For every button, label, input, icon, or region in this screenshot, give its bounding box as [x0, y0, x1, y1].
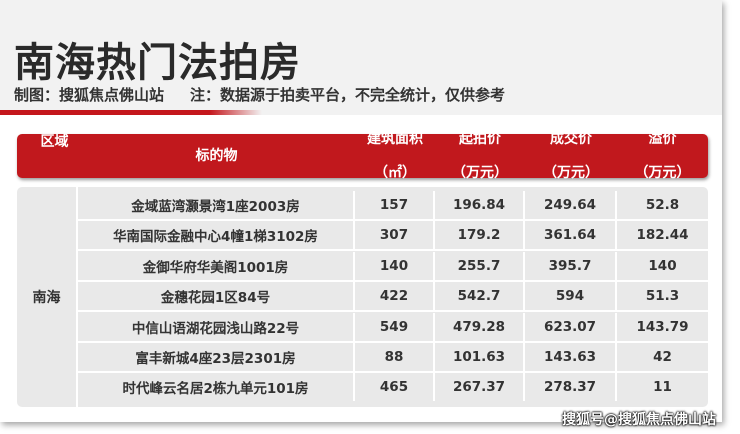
area-cell: 307	[355, 221, 435, 250]
deal-price-cell: 395.7	[525, 251, 617, 280]
premium-cell: 182.44	[636, 227, 689, 244]
header-area: 南海热门法拍房 制图：搜狐焦点佛山站 注：数据源于拍卖平台，不完全统计，仅供参考	[0, 0, 722, 115]
table-body: 南海 金域蓝湾灏景湾1座2003房 157 196.84 249.64 52.8 华南国际…	[17, 187, 708, 407]
premium-cell: 52.8	[645, 197, 680, 213]
area-cell: 88	[355, 343, 435, 371]
subtitle: 制图：搜狐焦点佛山站 注：数据源于拍卖平台，不完全统计，仅供参考	[14, 84, 531, 105]
table-row: 金御华府华美阁1001房 140 255.7 395.7 140	[78, 251, 708, 282]
header-label: 成交价	[550, 130, 592, 147]
table-row: 中信山语湖花园浅山路22号 549 479.28 623.07 143.79	[78, 312, 708, 343]
page-title: 南海热门法拍房	[14, 40, 301, 86]
header-label: 起拍价	[459, 130, 501, 147]
header-unit: （万元）	[543, 164, 599, 181]
start-price-cell: 255.7	[435, 251, 525, 280]
header-unit: （万元）	[634, 164, 691, 181]
table-header: 区域标的物 建筑面积 （㎡） 起拍价 （万元） 成交价 （万元） 溢价 （万元）	[17, 130, 708, 181]
table-row: 富丰新城4座23层2301房 88 101.63 143.63 42	[78, 343, 708, 373]
header-unit: （万元）	[452, 164, 508, 181]
header-label: 溢价	[648, 130, 677, 147]
area-cell: 422	[355, 282, 435, 311]
start-price-cell: 267.37	[435, 373, 525, 402]
column-header: 标的物	[78, 134, 355, 178]
column-header: 溢价 （万元）	[617, 130, 708, 181]
column-header: 建筑面积 （㎡）	[355, 130, 435, 181]
property-cell: 金穗花园1区84号	[78, 282, 355, 311]
credit: 制图：搜狐焦点佛山站	[14, 86, 165, 104]
infographic-card: 南海热门法拍房 制图：搜狐焦点佛山站 注：数据源于拍卖平台，不完全统计，仅供参考 …	[0, 0, 722, 407]
property-cell: 富丰新城4座23层2301房	[78, 343, 355, 371]
premium-cell: 51.3	[645, 288, 680, 305]
deal-price-cell: 143.63	[525, 343, 617, 371]
area-cell: 549	[355, 312, 435, 341]
property-cell: 金御华府华美阁1001房	[78, 251, 355, 280]
deal-price-cell: 249.64	[525, 191, 617, 219]
start-price-cell: 179.2	[435, 221, 525, 250]
property-cell: 华南国际金融中心4幢1梯3102房	[78, 221, 355, 250]
premium-cell: 140	[648, 257, 677, 274]
accent-divider	[0, 110, 262, 115]
header-label: 建筑面积	[367, 130, 423, 147]
region-cell: 南海	[17, 187, 78, 407]
table-row: 金穗花园1区84号 422 542.7 594 51.3	[78, 282, 708, 313]
start-price-cell: 542.7	[435, 282, 525, 311]
area-cell: 157	[355, 191, 435, 219]
deal-price-cell: 361.64	[525, 221, 617, 250]
premium-cell: 143.79	[636, 318, 689, 335]
premium-cell: 42	[653, 349, 672, 365]
note: 注：数据源于拍卖平台，不完全统计，仅供参考	[190, 86, 506, 104]
deal-price-cell: 594	[525, 282, 617, 311]
header-label: 标的物	[195, 147, 238, 164]
table-row: 华南国际金融中心4幢1梯3102房 307 179.2 361.64 182.44	[78, 221, 708, 252]
property-cell: 中信山语湖花园浅山路22号	[78, 312, 355, 341]
watermark: 搜狐号@搜狐焦点佛山站	[562, 412, 716, 428]
start-price-cell: 196.84	[435, 191, 525, 219]
area-cell: 140	[355, 251, 435, 280]
premium-cell: 11	[653, 379, 672, 396]
column-header: 区域	[17, 134, 78, 178]
property-cell: 时代峰云名居2栋九单元101房	[78, 373, 355, 402]
header-label: 区域	[40, 134, 69, 150]
column-header: 成交价 （万元）	[525, 130, 617, 181]
property-cell: 金域蓝湾灏景湾1座2003房	[78, 191, 355, 219]
deal-price-cell: 278.37	[525, 373, 617, 402]
table-row: 时代峰云名居2栋九单元101房 465 267.37 278.37 11	[78, 373, 708, 403]
table-row: 金域蓝湾灏景湾1座2003房 157 196.84 249.64 52.8	[78, 191, 708, 221]
start-price-cell: 479.28	[435, 312, 525, 341]
column-header: 起拍价 （万元）	[435, 130, 525, 181]
header-unit: （㎡）	[374, 164, 416, 181]
deal-price-cell: 623.07	[525, 312, 617, 341]
area-cell: 465	[355, 373, 435, 402]
start-price-cell: 101.63	[435, 343, 525, 371]
